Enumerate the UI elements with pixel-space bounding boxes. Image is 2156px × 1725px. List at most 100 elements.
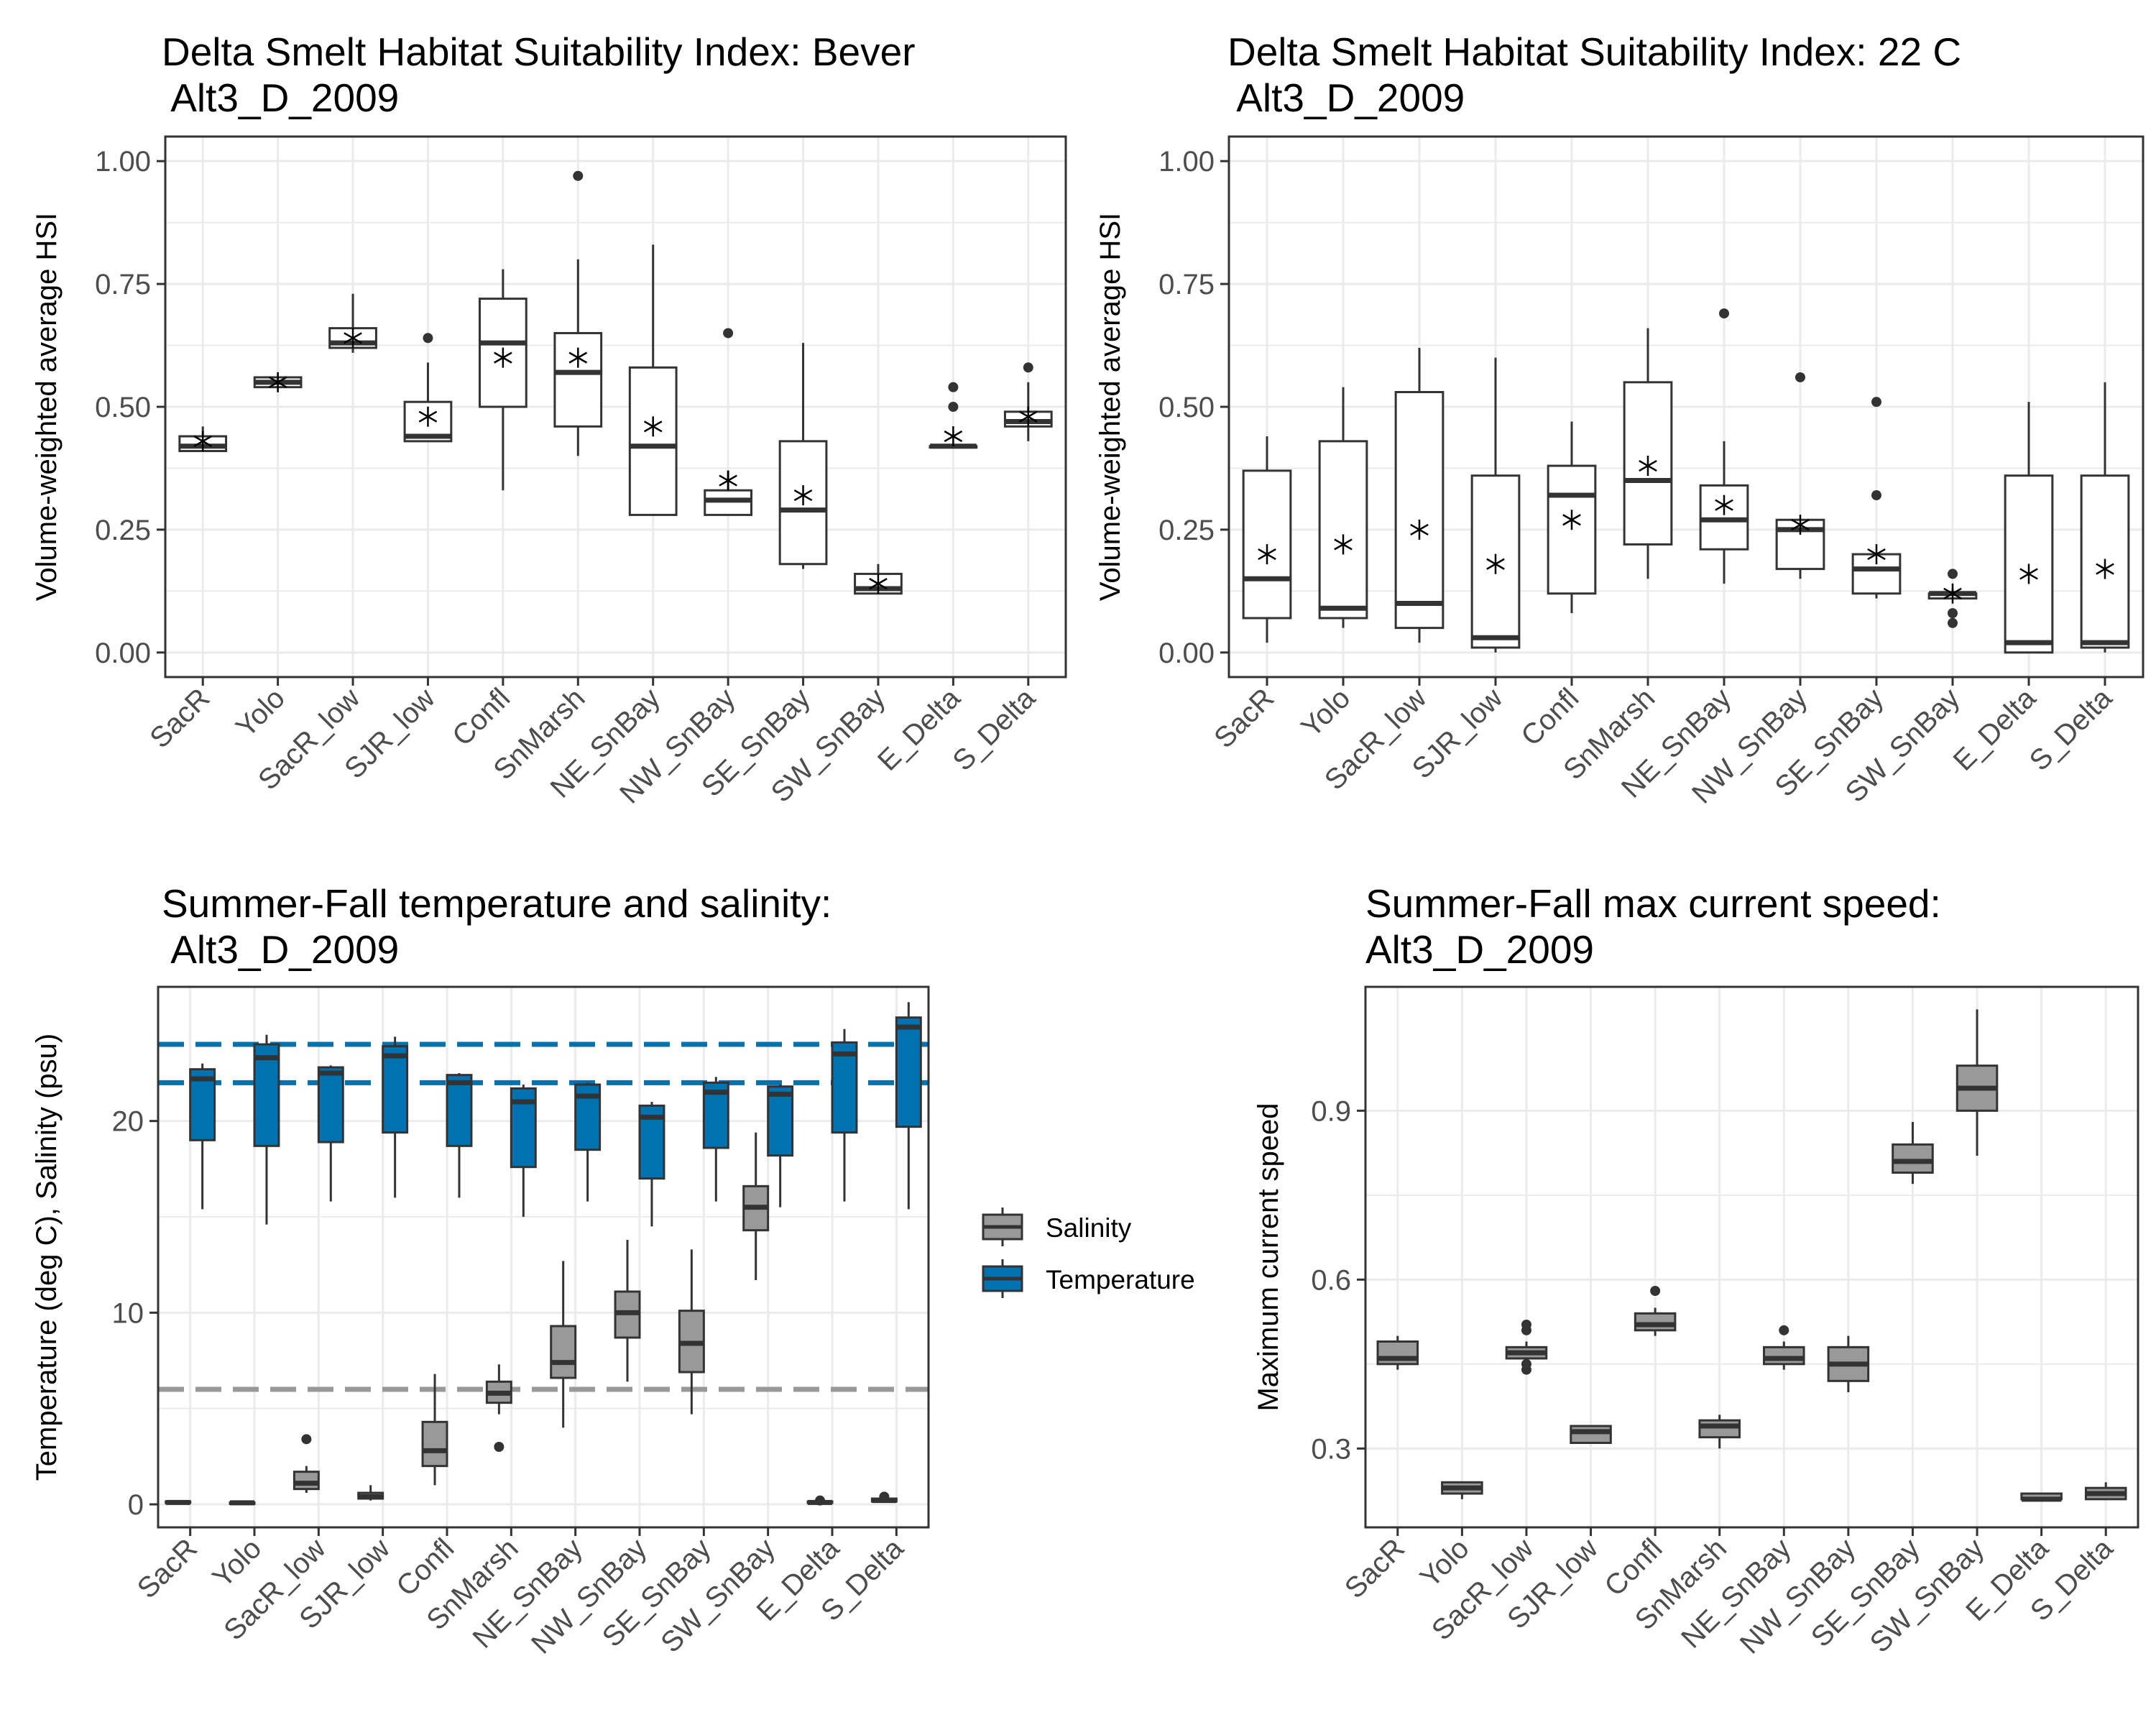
x-tick-label: S_Delta bbox=[946, 682, 1041, 777]
mean-marker bbox=[2096, 558, 2114, 579]
y-tick-label: 0.75 bbox=[1158, 269, 1215, 300]
box bbox=[550, 1325, 577, 1379]
y-axis-label: Maximum current speed bbox=[1253, 1103, 1284, 1411]
mean-marker-stroke bbox=[1639, 459, 1657, 472]
outlier-point bbox=[573, 170, 584, 181]
outlier-point bbox=[1719, 308, 1729, 319]
outlier-point bbox=[1948, 569, 1958, 579]
outlier-point bbox=[879, 1491, 890, 1502]
box bbox=[292, 1471, 320, 1491]
y-tick-label: 0.3 bbox=[1311, 1433, 1351, 1465]
x-tick-label: Yolo bbox=[230, 682, 291, 743]
panel-border bbox=[1364, 985, 2139, 1529]
x-tick-label: Yolo bbox=[1295, 682, 1356, 743]
box bbox=[767, 1085, 794, 1157]
y-tick-label: 20 bbox=[112, 1106, 144, 1138]
y-tick-label: 0.25 bbox=[1158, 515, 1215, 546]
outlier-point bbox=[948, 402, 959, 412]
box bbox=[553, 331, 603, 428]
mean-marker bbox=[1562, 510, 1581, 530]
mean-marker bbox=[418, 406, 438, 427]
mean-marker-stroke bbox=[1867, 548, 1886, 561]
mean-marker-stroke bbox=[1410, 523, 1429, 535]
y-tick-label: 0.00 bbox=[1158, 638, 1215, 669]
mean-marker bbox=[643, 416, 663, 437]
mean-marker-stroke bbox=[643, 420, 663, 433]
panel2-title-line1: Delta Smelt Habitat Suitability Index: 2… bbox=[1227, 29, 1962, 74]
mean-marker-stroke bbox=[1943, 587, 1962, 599]
temperature-legend-key bbox=[982, 1259, 1023, 1298]
outlier-point bbox=[1521, 1358, 1531, 1369]
x-tick-label: SacR bbox=[1208, 682, 1280, 754]
panel1-title-line2: Alt3_D_2009 bbox=[162, 75, 400, 120]
box bbox=[421, 1420, 448, 1468]
box bbox=[628, 366, 678, 516]
box bbox=[1318, 440, 1368, 620]
panel1-title-line1: Delta Smelt Habitat Suitability Index: B… bbox=[162, 29, 916, 74]
outlier-point bbox=[1871, 397, 1881, 408]
box bbox=[1698, 1419, 1741, 1439]
salinity-legend-key bbox=[982, 1208, 1023, 1246]
y-axis-label: Temperature (deg C), Salinity (psu) bbox=[31, 1034, 63, 1481]
mean-marker-stroke bbox=[793, 489, 813, 502]
y-tick-label: 0.00 bbox=[95, 638, 151, 669]
panel2-title-line2: Alt3_D_2009 bbox=[1227, 75, 1465, 120]
outlier-point bbox=[1779, 1325, 1789, 1335]
mean-marker bbox=[1715, 494, 1733, 515]
box bbox=[317, 1066, 344, 1144]
box bbox=[446, 1074, 473, 1147]
mean-marker bbox=[1639, 456, 1657, 477]
mean-marker bbox=[568, 347, 588, 368]
mean-marker bbox=[494, 347, 512, 368]
mean-marker bbox=[1258, 544, 1276, 565]
y-tick-label: 10 bbox=[112, 1297, 144, 1329]
outlier-point bbox=[1521, 1320, 1531, 1330]
mean-marker-stroke bbox=[344, 332, 362, 344]
mean-marker bbox=[344, 328, 362, 349]
mean-marker bbox=[1943, 583, 1962, 604]
mean-marker-stroke bbox=[719, 474, 737, 487]
outlier-point bbox=[1650, 1286, 1661, 1296]
panel3-title: Summer-Fall temperature and salinity: Al… bbox=[162, 880, 831, 972]
mean-marker bbox=[719, 470, 737, 491]
outlier-point bbox=[1948, 608, 1958, 619]
outlier-point bbox=[1948, 617, 1958, 628]
y-tick-label: 0.50 bbox=[95, 392, 151, 423]
x-tick-label: Confl bbox=[1515, 682, 1585, 752]
panel-border bbox=[157, 985, 930, 1529]
outlier-point bbox=[815, 1495, 826, 1506]
outlier-point bbox=[1871, 490, 1881, 501]
y-tick-label: 0.9 bbox=[1311, 1095, 1351, 1127]
panel1-title: Delta Smelt Habitat Suitability Index: B… bbox=[162, 29, 916, 121]
mean-marker bbox=[1410, 519, 1429, 540]
mean-marker bbox=[1791, 515, 1810, 535]
box bbox=[382, 1045, 409, 1134]
mean-marker bbox=[1018, 406, 1038, 427]
outlier-point bbox=[494, 1442, 505, 1452]
y-tick-label: 0 bbox=[128, 1489, 144, 1521]
mean-marker bbox=[793, 485, 813, 506]
box bbox=[831, 1041, 858, 1134]
outlier-point bbox=[1023, 362, 1033, 373]
mean-marker bbox=[2019, 564, 2038, 584]
salinity-legend-label: Salinity bbox=[1046, 1213, 1132, 1243]
y-tick-label: 1.00 bbox=[1158, 146, 1215, 178]
mean-marker-stroke bbox=[494, 351, 512, 364]
y-tick-label: 0.50 bbox=[1158, 392, 1215, 423]
x-tick-label: SacR bbox=[1339, 1532, 1411, 1604]
x-tick-label: E_Delta bbox=[1948, 682, 2042, 777]
box bbox=[1763, 1346, 1805, 1366]
outlier-point bbox=[723, 328, 734, 339]
box bbox=[253, 1043, 280, 1147]
box bbox=[1892, 1143, 1934, 1174]
panel-border bbox=[164, 135, 1067, 678]
box bbox=[1570, 1425, 1612, 1444]
outlier-point bbox=[948, 382, 959, 392]
x-tick-label: SacR bbox=[132, 1532, 203, 1604]
mean-marker-stroke bbox=[2096, 563, 2114, 575]
outlier-point bbox=[301, 1434, 312, 1445]
